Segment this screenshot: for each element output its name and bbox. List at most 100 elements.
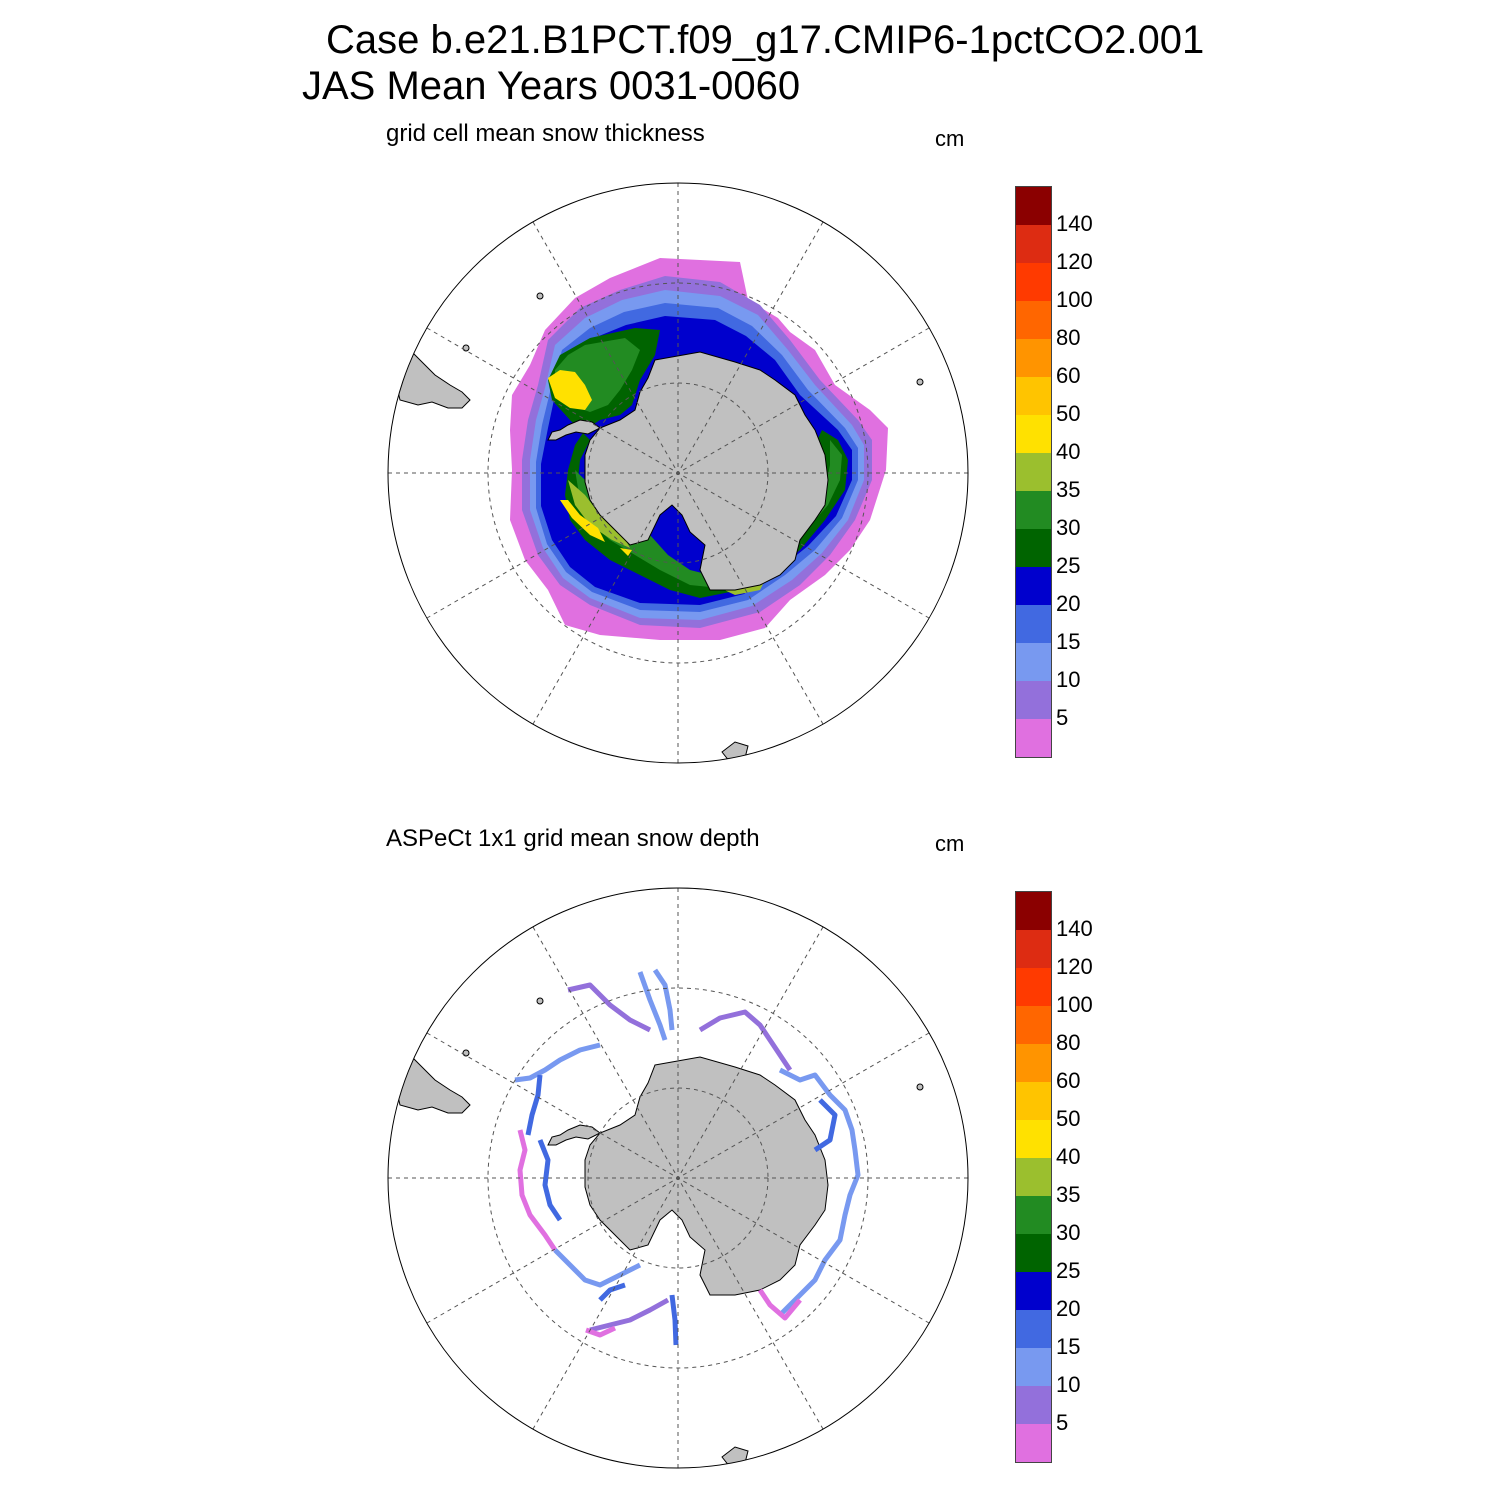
colorbar-tick-label: 35 xyxy=(1056,1182,1081,1207)
colorbar-tick-label: 40 xyxy=(1056,439,1081,464)
panel1-title: grid cell mean snow thickness xyxy=(386,120,705,147)
colorbar-swatch xyxy=(1016,1424,1051,1462)
colorbar-swatch xyxy=(1016,968,1051,1006)
figure-title-period: JAS Mean Years 0031-0060 xyxy=(302,64,801,108)
figure-title-case: Case b.e21.B1PCT.f09_g17.CMIP6-1pctCO2.0… xyxy=(326,18,1205,62)
colorbar-swatch xyxy=(1016,187,1051,225)
ice-band-35 xyxy=(555,338,842,588)
colorbar-tick-label: 30 xyxy=(1056,1220,1081,1245)
colorbar-swatch xyxy=(1016,1120,1051,1158)
graticule xyxy=(388,888,968,1468)
colorbar-tick-label: 60 xyxy=(1056,363,1081,388)
island-icon xyxy=(536,292,544,300)
panel2-map-border xyxy=(387,887,969,1469)
colorbar-swatch xyxy=(1016,892,1051,930)
colorbar-tick-label: 25 xyxy=(1056,553,1081,578)
colorbar-tick-label: 60 xyxy=(1056,1068,1081,1093)
ship-track xyxy=(757,1288,802,1321)
ship-track xyxy=(778,1067,861,1317)
colorbar-swatch xyxy=(1016,491,1051,529)
colorbar-tick-label: 25 xyxy=(1056,1258,1081,1283)
colorbar-swatch xyxy=(1016,453,1051,491)
colorbar-tick-label: 140 xyxy=(1056,211,1093,236)
panel1-colorbar xyxy=(1015,186,1052,758)
ship-track xyxy=(537,1139,563,1222)
panel2-map xyxy=(388,888,968,1468)
ship-track xyxy=(585,1325,617,1338)
ship-track xyxy=(567,982,652,1033)
colorbar-swatch xyxy=(1016,1310,1051,1348)
colorbar-tick-label: 50 xyxy=(1056,1106,1081,1131)
ship-track xyxy=(517,1129,558,1252)
ice-band-50 xyxy=(548,370,632,556)
graticule xyxy=(388,183,968,763)
ship-track xyxy=(637,968,675,1041)
colorbar-swatch xyxy=(1016,643,1051,681)
colorbar-swatch xyxy=(1016,415,1051,453)
panel1-map xyxy=(388,183,968,763)
colorbar-tick-label: 20 xyxy=(1056,591,1081,616)
colorbar-swatch xyxy=(1016,567,1051,605)
colorbar-swatch xyxy=(1016,930,1051,968)
colorbar-swatch xyxy=(1016,263,1051,301)
colorbar-swatch xyxy=(1016,339,1051,377)
panel2-colorbar xyxy=(1015,891,1052,1463)
colorbar-swatch xyxy=(1016,1006,1051,1044)
colorbar-tick-label: 120 xyxy=(1056,249,1093,274)
panel2-units: cm xyxy=(935,831,965,856)
island-icon xyxy=(462,344,470,352)
colorbar-swatch xyxy=(1016,1348,1051,1386)
island-icon xyxy=(462,1049,470,1057)
island-icon xyxy=(916,378,924,386)
colorbar-swatch xyxy=(1016,301,1051,339)
colorbar-swatch xyxy=(1016,1234,1051,1272)
panel2-title: ASPeCt 1x1 grid mean snow depth xyxy=(386,825,760,852)
colorbar-tick-label: 15 xyxy=(1056,1334,1081,1359)
colorbar-tick-label: 50 xyxy=(1056,401,1081,426)
ship-track xyxy=(525,1074,543,1136)
island-icon xyxy=(916,1083,924,1091)
island-icon xyxy=(536,997,544,1005)
colorbar-tick-label: 15 xyxy=(1056,629,1081,654)
colorbar-swatch xyxy=(1016,1044,1051,1082)
colorbar-tick-label: 140 xyxy=(1056,916,1093,941)
colorbar-tick-label: 20 xyxy=(1056,1296,1081,1321)
panel1-map-border xyxy=(387,182,969,764)
antarctica xyxy=(584,1056,829,1296)
colorbar-tick-label: 100 xyxy=(1056,992,1093,1017)
antarctic-peninsula xyxy=(547,419,601,441)
ship-track xyxy=(698,1009,793,1072)
colorbar-swatch xyxy=(1016,681,1051,719)
colorbar-swatch xyxy=(1016,529,1051,567)
colorbar-swatch xyxy=(1016,605,1051,643)
colorbar-tick-label: 100 xyxy=(1056,287,1093,312)
colorbar-tick-label: 5 xyxy=(1056,1410,1069,1435)
colorbar-tick-label: 40 xyxy=(1056,1144,1081,1169)
colorbar-swatch xyxy=(1016,1158,1051,1196)
ship-track xyxy=(813,1098,838,1153)
colorbar-swatch xyxy=(1016,1386,1051,1424)
colorbar-swatch xyxy=(1016,719,1051,757)
colorbar-tick-label: 80 xyxy=(1056,1030,1081,1055)
ship-tracks xyxy=(514,968,861,1346)
ship-track xyxy=(598,1282,679,1346)
colorbar-swatch xyxy=(1016,377,1051,415)
colorbar-swatch xyxy=(1016,1272,1051,1310)
antarctic-peninsula xyxy=(547,1124,601,1146)
colorbar-tick-label: 5 xyxy=(1056,705,1069,730)
colorbar-tick-label: 80 xyxy=(1056,325,1081,350)
colorbar-tick-label: 10 xyxy=(1056,667,1081,692)
colorbar-swatch xyxy=(1016,1082,1051,1120)
ship-track xyxy=(553,1248,642,1288)
colorbar-swatch xyxy=(1016,225,1051,263)
colorbar-tick-label: 120 xyxy=(1056,954,1093,979)
colorbar-swatch xyxy=(1016,1196,1051,1234)
colorbar-tick-label: 30 xyxy=(1056,515,1081,540)
panel1-units: cm xyxy=(935,126,965,151)
colorbar-tick-label: 35 xyxy=(1056,477,1081,502)
colorbar-tick-label: 10 xyxy=(1056,1372,1081,1397)
antarctica xyxy=(584,351,829,591)
ship-track xyxy=(589,1297,670,1333)
ship-track xyxy=(514,1042,601,1083)
